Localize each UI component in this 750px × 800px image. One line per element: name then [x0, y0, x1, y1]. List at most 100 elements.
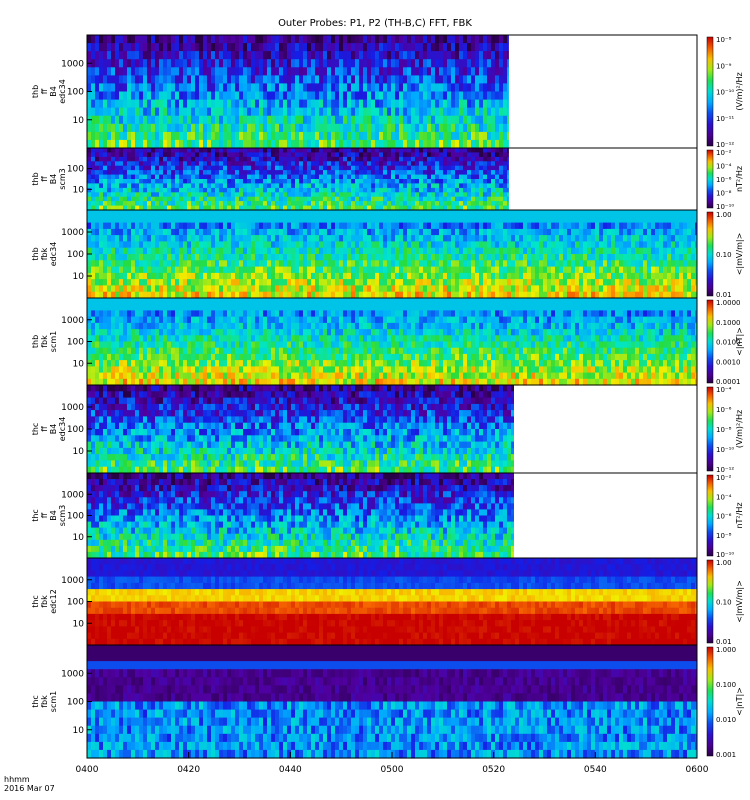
- colorbar-tick-label: 0.0010: [716, 358, 741, 366]
- panel-label: B4: [49, 424, 58, 435]
- figure-title: Outer Probes: P1, P2 (TH-B,C) FFT, FBK: [278, 18, 472, 29]
- colorbar-tick-label: 1.00: [716, 211, 732, 219]
- colorbar-label: nT²/Hz: [735, 502, 744, 528]
- y-tick-label: 1000: [61, 490, 84, 500]
- colorbar-tick-label: 0.01: [716, 291, 732, 299]
- panel-label: scm1: [49, 331, 58, 352]
- colorbar-tick-label: 10⁻⁸: [716, 532, 732, 540]
- panel-label: B4: [49, 86, 58, 97]
- colorbar-tick-label: 10⁻⁸: [716, 190, 732, 198]
- y-tick-label: 10: [73, 116, 85, 126]
- panel-2: 100 10 thb ff B4 scm3 10⁻² 10⁻⁴ 10⁻⁶ 10⁻⁸ 10⁻¹⁰ nT²…: [31, 147, 744, 211]
- colorbar: [706, 149, 714, 209]
- colorbar-tick-label: 0.1000: [716, 319, 741, 327]
- y-tick-label: 10: [73, 272, 85, 282]
- x-tick-label: 0500: [381, 765, 404, 775]
- colorbar-label: nT²/Hz: [735, 166, 744, 192]
- colorbar-tick-label: 0.0001: [716, 378, 741, 386]
- colorbar-tick-label: 0.010: [716, 716, 736, 724]
- y-tick-label: 10: [73, 447, 85, 457]
- colorbar-tick-label: 0.10: [716, 599, 732, 607]
- y-tick-label: 10: [73, 533, 85, 543]
- panel-4: 1000 100 10 thb fbk scm1 1.0000 0.1000 0.0100 0.0…: [31, 297, 744, 386]
- panel-label: edc34: [58, 417, 67, 442]
- y-tick-label: 100: [67, 512, 84, 522]
- panel-label: thc: [31, 595, 40, 608]
- colorbar-label: <|mV/m|>: [735, 580, 744, 623]
- y-tick-label: 100: [67, 698, 84, 708]
- colorbar-label: (V/m)²/Hz: [735, 72, 744, 110]
- panel-label: edc12: [49, 589, 58, 614]
- colorbar-tick-label: 1.0000: [716, 299, 741, 307]
- panel-label: edc34: [58, 79, 67, 104]
- y-tick-label: 10: [73, 185, 85, 195]
- colorbar: [706, 559, 714, 644]
- y-tick-label: 1000: [61, 316, 84, 326]
- panel-label: thb: [31, 335, 40, 348]
- panel-label: thb: [31, 85, 40, 98]
- panel-label: fbk: [40, 695, 49, 708]
- panel-7: 1000 100 10 thc fbk edc12 1.00 0.10 0.01 <|mV/m|>: [31, 557, 744, 646]
- panel-label: thc: [31, 423, 40, 436]
- panel-label: thb: [31, 172, 40, 185]
- colorbar: [706, 299, 714, 384]
- panel-label: fbk: [40, 335, 49, 348]
- x-tick-label: 0600: [686, 765, 709, 775]
- panel-8: 1000 100 10 thc fbk scm1 1.000 0.100 0.010 0.001 <…: [31, 644, 744, 759]
- x-tick-label: 0540: [584, 765, 607, 775]
- x-tick-label: 0420: [177, 765, 200, 775]
- panel-label: B4: [49, 174, 58, 185]
- y-tick-label: 1000: [61, 403, 84, 413]
- colorbar-tick-label: 10⁻⁴: [716, 163, 732, 171]
- panel-label: scm3: [58, 168, 67, 189]
- time-unit-label: hhmm: [4, 775, 30, 784]
- colorbar-tick-label: 10⁻¹¹: [716, 115, 734, 123]
- colorbar-tick-label: 10⁻⁴: [716, 493, 732, 501]
- x-tick-label: 0440: [279, 765, 302, 775]
- y-tick-label: 100: [67, 598, 84, 608]
- colorbar-tick-label: 10⁻¹⁰: [716, 446, 734, 454]
- y-tick-label: 10: [73, 619, 85, 629]
- colorbar-tick-label: 10⁻⁶: [716, 406, 732, 414]
- colorbar-tick-label: 10⁻²: [716, 149, 732, 157]
- colorbar-tick-label: 10⁻¹⁰: [716, 203, 734, 211]
- colorbar-tick-label: 10⁻⁶: [716, 513, 732, 521]
- colorbar-tick-label: 10⁻⁶: [716, 176, 732, 184]
- y-tick-label: 1000: [61, 59, 84, 69]
- colorbar-tick-label: 10⁻¹⁰: [716, 551, 734, 559]
- colorbar-label: <|nT|>: [735, 327, 744, 356]
- y-tick-label: 1000: [61, 228, 84, 238]
- colorbar-tick-label: 0.10: [716, 251, 732, 259]
- colorbar-tick-label: 0.01: [716, 638, 732, 646]
- y-tick-label: 1000: [61, 576, 84, 586]
- colorbar-label: <|nT|>: [735, 687, 744, 716]
- y-tick-label: 100: [67, 165, 84, 175]
- date-label: 2016 Mar 07: [4, 784, 55, 793]
- colorbar: [706, 474, 714, 557]
- colorbar-tick-label: 10⁻⁸: [716, 426, 732, 434]
- panel-label: thc: [31, 695, 40, 708]
- panel-1: 1000 100 10 thb ff B4 edc34 10⁻⁸ 10⁻⁹ 10⁻¹⁰ 10⁻¹¹ 1…: [31, 34, 744, 149]
- colorbar: [706, 36, 714, 147]
- x-tick-label: 0400: [76, 765, 99, 775]
- colorbar-tick-label: 10⁻⁸: [716, 36, 732, 44]
- colorbar-tick-label: 0.100: [716, 681, 736, 689]
- panel-label: ff: [40, 88, 49, 94]
- colorbar-tick-label: 10⁻¹²: [716, 141, 734, 149]
- panel-label: edc34: [49, 242, 58, 267]
- colorbar-tick-label: 0.001: [716, 751, 736, 759]
- colorbar: [706, 646, 714, 757]
- panel-6: 1000 100 10 thc ff B4 scm3 10⁻² 10⁻⁴ 10⁻⁶ 10⁻⁸ 10⁻¹…: [31, 472, 744, 559]
- panel-label: ff: [40, 512, 49, 518]
- panel-label: B4: [49, 510, 58, 521]
- colorbar-tick-label: 0.0100: [716, 339, 741, 347]
- colorbar-tick-label: 10⁻¹²: [716, 466, 734, 474]
- colorbar-tick-label: 10⁻⁹: [716, 62, 732, 70]
- panel-label: ff: [40, 426, 49, 432]
- panel-5: 1000 100 10 thc ff B4 edc34 10⁻⁴ 10⁻⁶ 10⁻⁸ 10⁻¹⁰ 10…: [31, 384, 744, 474]
- y-tick-label: 10: [73, 359, 85, 369]
- colorbar-tick-label: 10⁻²: [716, 474, 732, 482]
- colorbar-label: <|mV/m|>: [735, 233, 744, 276]
- colorbar: [706, 211, 714, 297]
